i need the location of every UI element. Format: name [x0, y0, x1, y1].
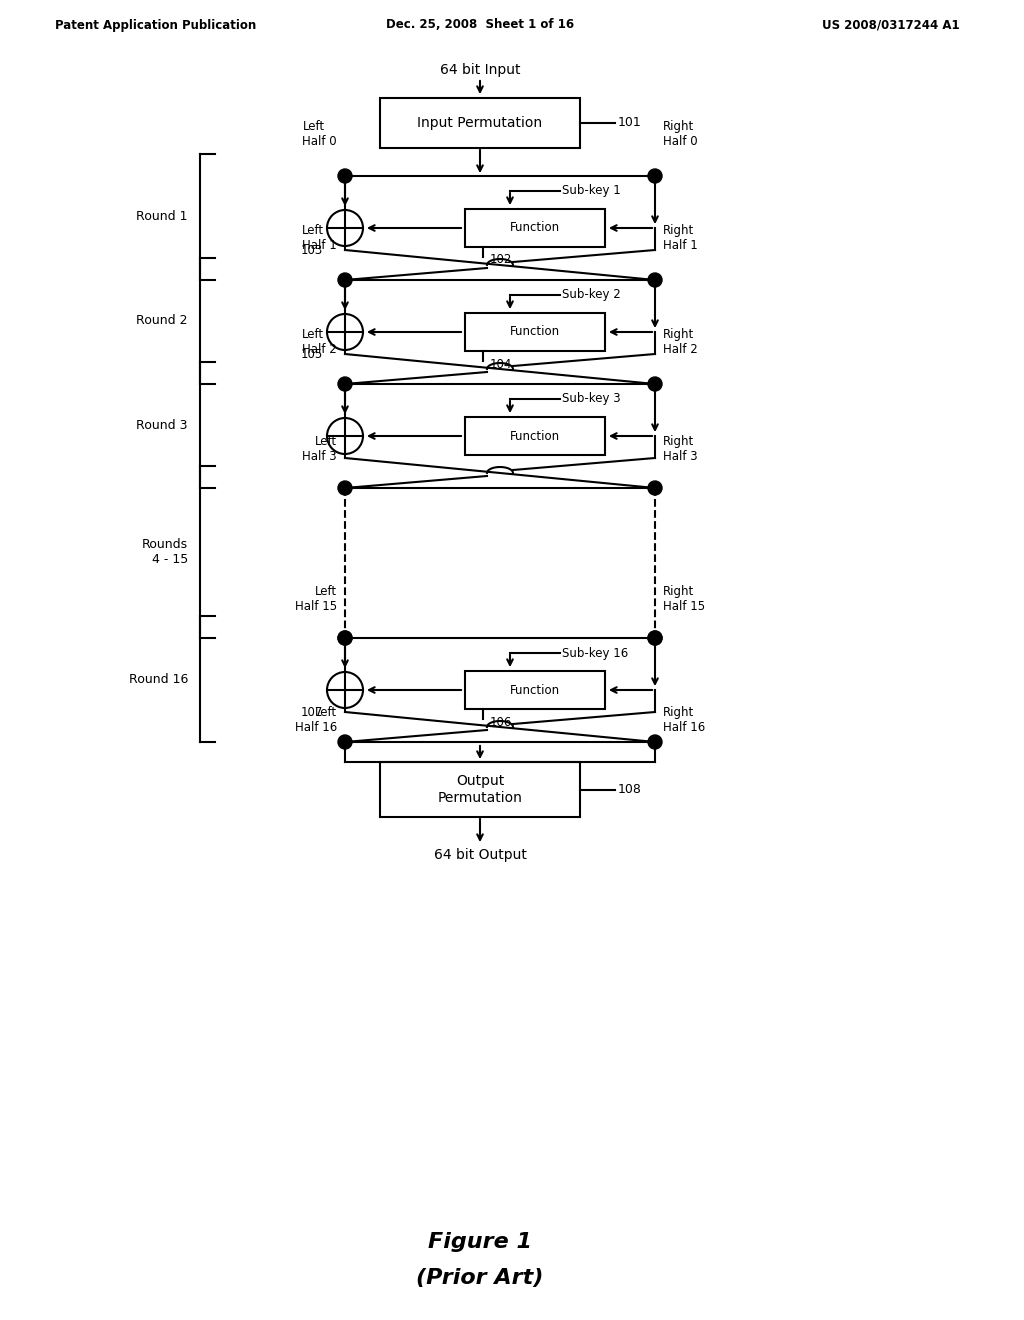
- Text: (Prior Art): (Prior Art): [417, 1269, 544, 1288]
- Circle shape: [327, 418, 362, 454]
- Circle shape: [648, 631, 662, 645]
- Circle shape: [338, 378, 352, 391]
- Text: Function: Function: [510, 684, 560, 697]
- Text: 64 bit Output: 64 bit Output: [433, 847, 526, 862]
- Text: Left
Half 3: Left Half 3: [302, 436, 337, 463]
- Text: Right
Half 16: Right Half 16: [663, 706, 706, 734]
- Text: Sub-key 16: Sub-key 16: [562, 647, 629, 660]
- Text: Left
Half 1: Left Half 1: [302, 224, 337, 252]
- Text: Sub-key 2: Sub-key 2: [562, 289, 621, 301]
- Circle shape: [648, 378, 662, 391]
- Circle shape: [648, 273, 662, 286]
- Text: Left
Half 16: Left Half 16: [295, 706, 337, 734]
- Text: Figure 1: Figure 1: [428, 1232, 532, 1251]
- Circle shape: [327, 672, 362, 708]
- Text: 103: 103: [301, 243, 323, 256]
- Text: Input Permutation: Input Permutation: [418, 116, 543, 129]
- Text: Function: Function: [510, 326, 560, 338]
- Text: Dec. 25, 2008  Sheet 1 of 16: Dec. 25, 2008 Sheet 1 of 16: [386, 18, 574, 32]
- Circle shape: [338, 169, 352, 183]
- Circle shape: [338, 273, 352, 286]
- FancyBboxPatch shape: [465, 209, 605, 247]
- Text: Output
Permutation: Output Permutation: [437, 775, 522, 805]
- FancyBboxPatch shape: [380, 762, 580, 817]
- Circle shape: [327, 314, 362, 350]
- FancyBboxPatch shape: [380, 98, 580, 148]
- Circle shape: [648, 480, 662, 495]
- Text: Function: Function: [510, 222, 560, 235]
- FancyBboxPatch shape: [465, 417, 605, 455]
- Text: Patent Application Publication: Patent Application Publication: [55, 18, 256, 32]
- Text: Left
Half 0: Left Half 0: [302, 120, 337, 148]
- Text: Round 3: Round 3: [136, 418, 188, 432]
- Text: 102: 102: [490, 253, 512, 267]
- Circle shape: [648, 631, 662, 645]
- Text: 64 bit Input: 64 bit Input: [439, 63, 520, 77]
- Text: Sub-key 3: Sub-key 3: [562, 392, 621, 405]
- Text: US 2008/0317244 A1: US 2008/0317244 A1: [822, 18, 961, 32]
- Text: Right
Half 1: Right Half 1: [663, 224, 697, 252]
- Circle shape: [338, 631, 352, 645]
- Text: Left
Half 15: Left Half 15: [295, 585, 337, 612]
- Text: Right
Half 15: Right Half 15: [663, 585, 706, 612]
- Text: 108: 108: [618, 783, 642, 796]
- Circle shape: [648, 735, 662, 748]
- Text: Round 2: Round 2: [136, 314, 188, 327]
- Text: 106: 106: [490, 715, 512, 729]
- Circle shape: [648, 169, 662, 183]
- Text: Left
Half 2: Left Half 2: [302, 327, 337, 356]
- Circle shape: [338, 735, 352, 748]
- Text: Function: Function: [510, 429, 560, 442]
- Text: Right
Half 3: Right Half 3: [663, 436, 697, 463]
- Text: 101: 101: [618, 116, 642, 129]
- Text: 104: 104: [490, 358, 512, 371]
- Text: Round 16: Round 16: [129, 672, 188, 685]
- Text: Round 1: Round 1: [136, 210, 188, 223]
- Text: Rounds
4 - 15: Rounds 4 - 15: [142, 539, 188, 566]
- Circle shape: [327, 210, 362, 246]
- Text: 107: 107: [301, 705, 323, 718]
- Text: Sub-key 1: Sub-key 1: [562, 185, 621, 198]
- Circle shape: [338, 480, 352, 495]
- Text: Right
Half 2: Right Half 2: [663, 327, 697, 356]
- FancyBboxPatch shape: [465, 671, 605, 709]
- Text: 105: 105: [301, 347, 323, 360]
- Text: Right
Half 0: Right Half 0: [663, 120, 697, 148]
- Circle shape: [338, 631, 352, 645]
- FancyBboxPatch shape: [465, 313, 605, 351]
